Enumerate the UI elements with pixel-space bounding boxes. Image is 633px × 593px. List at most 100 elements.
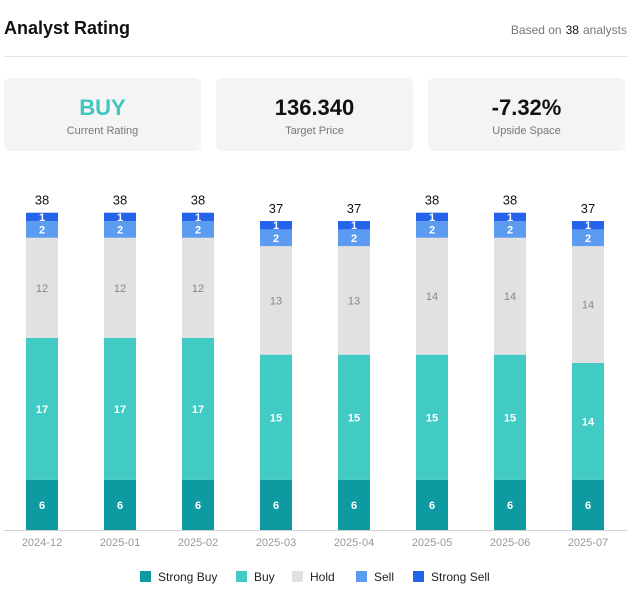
bar-segment[interactable] <box>494 221 526 238</box>
bar-segment-label: 1 <box>273 220 279 232</box>
bar-segment[interactable] <box>104 237 136 338</box>
bar-segment[interactable] <box>26 337 58 480</box>
bar-segment[interactable] <box>416 221 448 238</box>
analyst-count: Based on 38 analysts <box>511 23 627 37</box>
bar-segment[interactable] <box>572 229 604 247</box>
bar-total-label: 38 <box>503 193 517 208</box>
bar-segment-label: 14 <box>504 291 516 303</box>
bar-total-label: 37 <box>581 201 595 216</box>
bar-segment[interactable] <box>104 212 136 222</box>
bar-segment-label: 6 <box>351 500 357 512</box>
bar-segment[interactable] <box>494 212 526 222</box>
bar-total-label: 37 <box>347 201 361 216</box>
bar-segment[interactable] <box>572 221 604 230</box>
bar-segment[interactable] <box>338 354 370 480</box>
bar-segment-label: 1 <box>351 220 357 232</box>
header: Analyst Rating Based on 38 analysts <box>4 0 627 57</box>
bar-segment[interactable] <box>260 354 292 480</box>
target-price-card: 136.340 Target Price <box>216 78 413 151</box>
bar-segment-label: 15 <box>348 412 360 424</box>
bar-segment-label: 15 <box>426 412 438 424</box>
legend-item[interactable]: Buy <box>236 570 275 586</box>
legend-label: Strong Buy <box>158 570 218 584</box>
stacked-bar-chart: 6171221382024-126171221382025-0161712213… <box>4 193 627 549</box>
bar-segment-label: 6 <box>195 500 201 512</box>
bar-total-label: 38 <box>113 193 127 208</box>
bar-segment[interactable] <box>26 221 58 238</box>
bar-segment-label: 2 <box>585 233 591 245</box>
bar-segment[interactable] <box>182 237 214 338</box>
bar-segment-label: 2 <box>273 233 279 245</box>
bar-segment[interactable] <box>494 237 526 355</box>
bar-segment-label: 1 <box>195 212 201 224</box>
bar-segment-label: 6 <box>429 500 435 512</box>
legend-swatch <box>413 571 424 582</box>
bar-segment[interactable] <box>260 229 292 247</box>
bar-segment-label: 13 <box>348 295 360 307</box>
legend-item[interactable]: Hold <box>292 570 335 586</box>
bar-total-label: 38 <box>35 193 49 208</box>
summary-cards: BUY Current Rating 136.340 Target Price … <box>4 78 626 151</box>
current-rating-card: BUY Current Rating <box>4 78 201 151</box>
x-tick-label: 2025-04 <box>334 537 374 549</box>
bar-segment[interactable] <box>494 479 526 530</box>
bar-segment[interactable] <box>104 337 136 480</box>
bar-total-label: 38 <box>425 193 439 208</box>
bar-segment[interactable] <box>416 237 448 355</box>
bar-segment[interactable] <box>26 479 58 530</box>
bar-segment-label: 17 <box>114 404 126 416</box>
bar-segment[interactable] <box>260 221 292 230</box>
x-tick-label: 2025-01 <box>100 537 140 549</box>
bar-segment[interactable] <box>182 479 214 530</box>
analyst-count-prefix: Based on <box>510 23 562 37</box>
legend-swatch <box>140 571 151 582</box>
bar-segment[interactable] <box>338 479 370 530</box>
legend-item[interactable]: Strong Sell <box>413 570 490 586</box>
legend-swatch <box>236 571 247 582</box>
bar-segment[interactable] <box>338 221 370 230</box>
legend-swatch <box>292 571 303 582</box>
bar-segment-label: 1 <box>117 212 123 224</box>
bar-segment[interactable] <box>26 237 58 338</box>
bar-segment-label: 6 <box>507 500 513 512</box>
bar-segment-label: 2 <box>117 224 123 236</box>
analyst-count-suffix: analysts <box>582 23 627 37</box>
bar-segment-label: 6 <box>39 500 45 512</box>
bar-segment[interactable] <box>416 354 448 480</box>
current-rating-label: Current Rating <box>66 125 139 137</box>
bar-segment[interactable] <box>26 212 58 222</box>
bar-segment[interactable] <box>338 246 370 355</box>
target-price-label: Target Price <box>285 125 344 137</box>
bar-segment[interactable] <box>182 212 214 222</box>
bar-segment-label: 6 <box>117 500 123 512</box>
bar-segment-label: 15 <box>270 412 282 424</box>
upside-space-label: Upside Space <box>492 125 561 137</box>
bar-segment-label: 1 <box>585 220 591 232</box>
legend-item[interactable]: Sell <box>356 570 394 586</box>
legend-label: Hold <box>310 570 335 584</box>
bar-segment[interactable] <box>182 337 214 480</box>
bar-segment-label: 14 <box>582 300 594 312</box>
upside-space-card: -7.32% Upside Space <box>428 78 625 151</box>
bar-segment[interactable] <box>572 479 604 530</box>
bar-segment[interactable] <box>572 363 604 480</box>
legend-item[interactable]: Strong Buy <box>140 570 217 586</box>
bar-segment-label: 12 <box>114 283 126 295</box>
bar-segment[interactable] <box>572 246 604 363</box>
bar-segment-label: 2 <box>507 224 513 236</box>
bar-segment[interactable] <box>494 354 526 480</box>
bar-segment[interactable] <box>338 229 370 247</box>
bar-segment[interactable] <box>260 246 292 355</box>
bar-segment[interactable] <box>104 479 136 530</box>
bar-segment[interactable] <box>104 221 136 238</box>
legend-label: Buy <box>254 570 275 584</box>
chart-legend: Strong Buy Buy Hold Sell Strong Sell <box>0 570 633 586</box>
bar-segment[interactable] <box>260 479 292 530</box>
bar-total-label: 38 <box>191 193 205 208</box>
bar-segment[interactable] <box>182 221 214 238</box>
bar-total-label: 37 <box>269 201 283 216</box>
bar-segment-label: 1 <box>39 212 45 224</box>
bar-segment[interactable] <box>416 479 448 530</box>
bar-segment-label: 17 <box>192 404 204 416</box>
bar-segment[interactable] <box>416 212 448 222</box>
